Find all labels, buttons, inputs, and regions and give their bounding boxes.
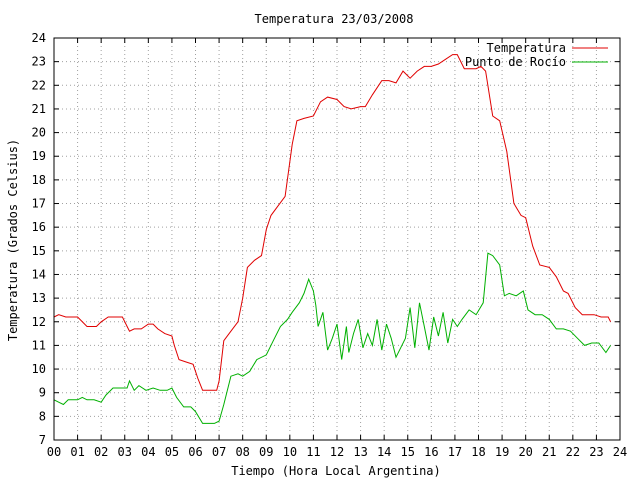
x-tick-label: 15 [401,445,415,459]
y-tick-label: 18 [32,173,46,187]
y-tick-label: 19 [32,149,46,163]
x-tick-label: 07 [212,445,226,459]
x-tick-label: 11 [306,445,320,459]
y-tick-label: 17 [32,197,46,211]
x-axis-label: Tiempo (Hora Local Argentina) [231,464,441,478]
x-tick-label: 03 [118,445,132,459]
y-tick-label: 13 [32,291,46,305]
y-tick-label: 16 [32,220,46,234]
y-tick-label: 7 [39,433,46,447]
y-axis-label: Temperatura (Grados Celsius) [6,139,20,341]
legend-label: Punto de Rocío [465,55,566,69]
y-tick-label: 11 [32,338,46,352]
chart-title: Temperatura 23/03/2008 [255,12,414,26]
x-tick-label: 18 [471,445,485,459]
x-tick-label: 22 [566,445,580,459]
y-tick-label: 21 [32,102,46,116]
x-tick-label: 19 [495,445,509,459]
x-tick-label: 12 [330,445,344,459]
x-tick-label: 14 [377,445,391,459]
x-tick-label: 02 [94,445,108,459]
x-tick-label: 01 [70,445,84,459]
y-tick-label: 9 [39,386,46,400]
y-tick-label: 20 [32,126,46,140]
x-tick-label: 20 [518,445,532,459]
legend-label: Temperatura [487,41,566,55]
y-tick-label: 22 [32,78,46,92]
grid [54,38,620,440]
x-tick-label: 00 [47,445,61,459]
y-tick-label: 10 [32,362,46,376]
y-tick-label: 23 [32,55,46,69]
series-line-temperatura [53,54,612,391]
x-tick-label: 10 [283,445,297,459]
y-tick-label: 8 [39,409,46,423]
x-tick-label: 09 [259,445,273,459]
x-tick-label: 24 [613,445,627,459]
x-tick-label: 21 [542,445,556,459]
x-tick-label: 04 [141,445,155,459]
y-tick-label: 15 [32,244,46,258]
x-tick-label: 17 [448,445,462,459]
y-tick-label: 14 [32,267,46,281]
y-axis: 7 8 9 10 11 12 13 14 15 16 17 18 19 20 21 22 23 24 [32,31,620,447]
series-line-punto-de-rocio [53,252,612,424]
x-tick-label: 16 [424,445,438,459]
y-tick-label: 12 [32,315,46,329]
x-tick-label: 05 [165,445,179,459]
x-axis: 00 01 02 03 04 05 06 07 08 09 10 11 12 13 14 15 16 17 18 19… [47,38,627,459]
series-lines [53,54,612,424]
x-tick-label: 13 [353,445,367,459]
x-tick-label: 08 [235,445,249,459]
y-tick-label: 24 [32,31,46,45]
x-tick-label: 23 [589,445,603,459]
x-tick-label: 06 [188,445,202,459]
